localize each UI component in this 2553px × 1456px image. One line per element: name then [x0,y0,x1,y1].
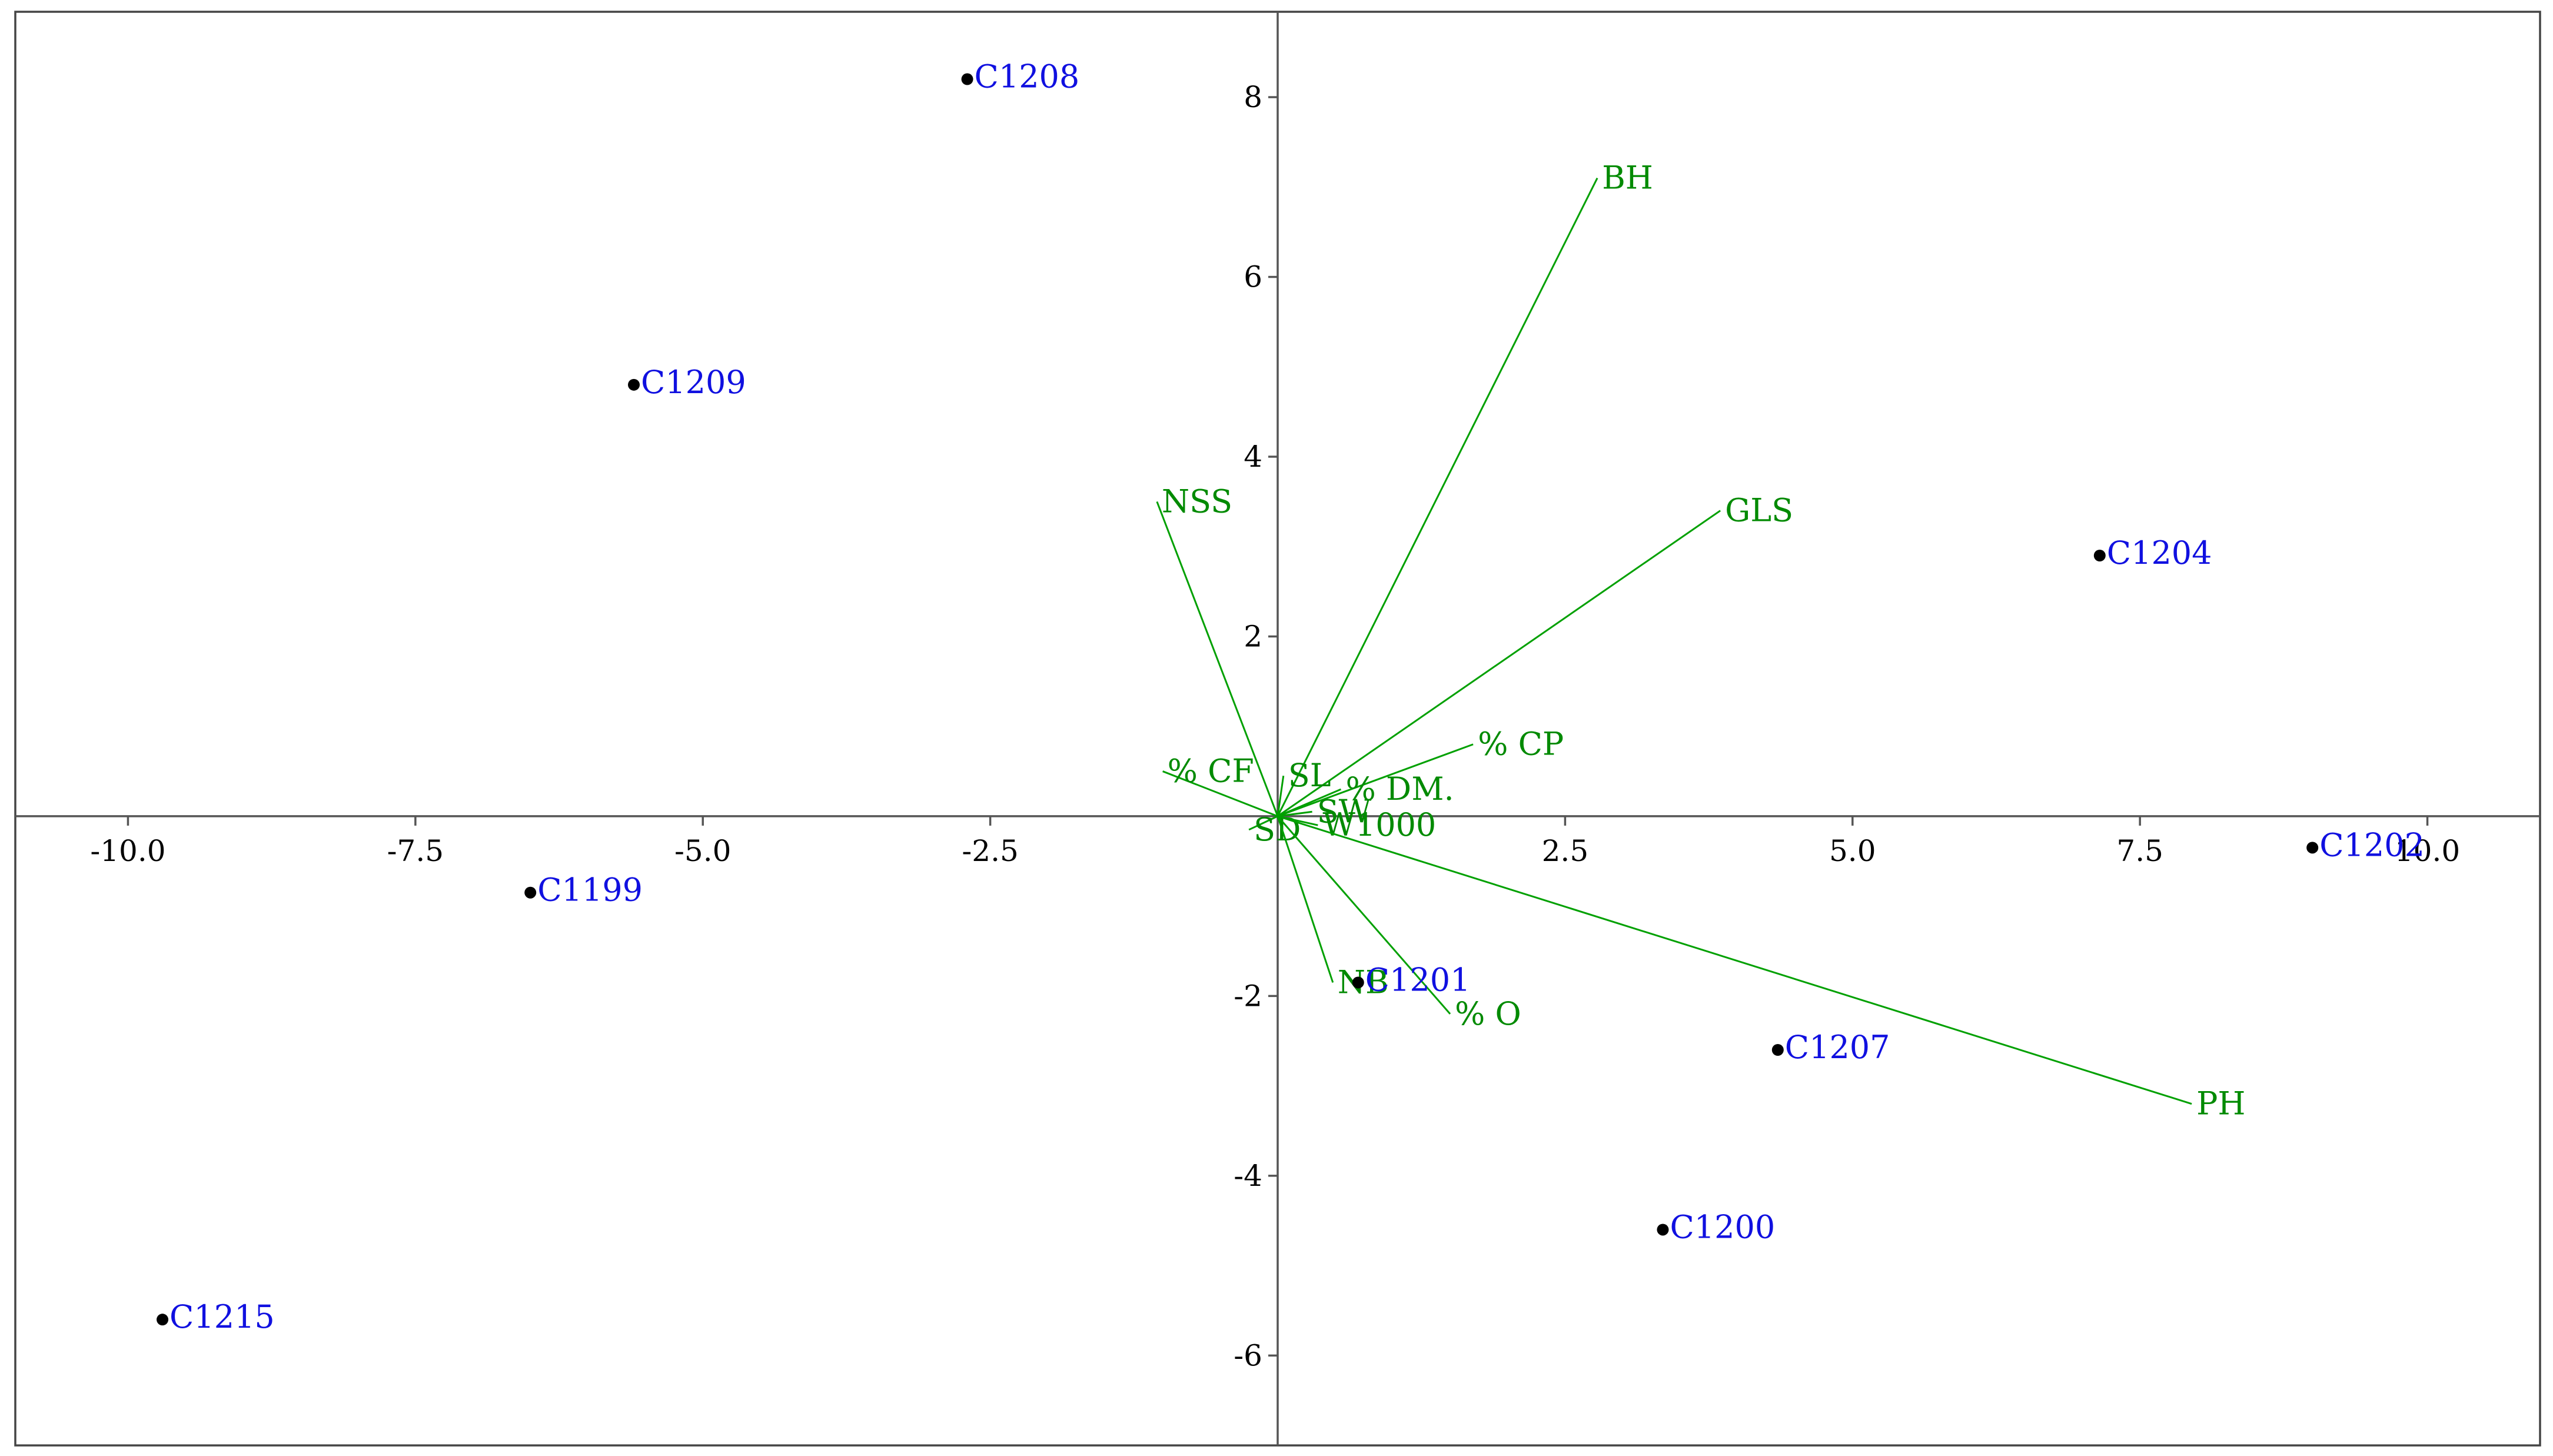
y-tick-label: -4 [1234,1159,1262,1193]
x-tick-label: 7.5 [2116,834,2163,868]
x-tick-label: 10.0 [2395,834,2460,868]
loading-vector-line [1162,770,1278,817]
x-tick-label: -5.0 [674,834,731,868]
loading-vector-label: % DM. [1345,770,1454,807]
score-point-label: C1204 [2107,534,2212,571]
score-point-label: C1202 [2319,826,2425,863]
score-point [1771,1044,1784,1056]
x-tick-label: 5.0 [1829,834,1876,868]
loading-vector-line [1277,810,1312,817]
loading-vector-line [1276,177,1598,817]
score-point [1352,976,1364,989]
loading-vector-line [1277,815,2192,1105]
loading-vector-label: BH [1602,159,1653,197]
loading-vector-line [1248,815,1278,831]
score-point-label: C1200 [1670,1208,1775,1245]
score-point-label: C1215 [169,1298,275,1335]
loading-vector-label: SW [1317,793,1372,830]
loading-vector-label: % CP [1478,726,1564,763]
loading-vector-line [1277,743,1474,817]
axes: -10.0 -7.5 -5.0 -2.5 2.5 5.0 7.5 10.0 8 6 4 2 -2 -4 -6 [15,12,2540,1445]
score-point-label: C1208 [975,58,1080,95]
score-point [1657,1224,1669,1236]
loading-vector-line [1276,775,1285,817]
y-tick-label: 2 [1244,619,1262,653]
loading-vector-label: GLS [1725,492,1793,529]
loading-vector-label: % O [1455,995,1521,1032]
loading-vector-label: W1000 [1322,806,1436,843]
loading-vector-line [1277,510,1721,817]
score-point [157,1314,169,1326]
loading-vector-label: PH [2196,1085,2245,1122]
y-tick-label: -2 [1234,979,1262,1013]
x-tick-label: -2.5 [962,834,1018,868]
score-point-label: C1199 [537,872,643,909]
score-point [961,73,973,85]
loading-vector-line [1156,501,1279,817]
x-tick-label: 2.5 [1542,834,1589,868]
loading-vector-line [1276,815,1451,1015]
loading-vector-line [1276,816,1334,983]
loading-vector-label: NSS [1162,483,1232,520]
score-point [524,886,537,899]
loading-vector-label: SL [1288,757,1331,794]
y-tick-label: 4 [1244,440,1262,474]
loading-vector-label: % CF [1168,753,1254,790]
score-point [2306,842,2319,854]
score-point-label: C1207 [1785,1029,1890,1066]
score-point-label: C1209 [641,364,746,401]
y-tick-label: 8 [1244,80,1262,114]
x-tick-label: -7.5 [387,834,444,868]
score-point-label: C1201 [1365,961,1471,998]
score-points: C1208 C1209 C1204 C1202 C1199 C1201 C1207 C1200… [157,58,2425,1335]
x-tick-label: -10.0 [90,834,165,868]
score-point [628,378,640,391]
y-tick-label: 6 [1244,260,1262,294]
score-point [2093,550,2106,561]
loading-vector-line [1277,788,1342,817]
y-tick-label: -6 [1234,1338,1262,1372]
